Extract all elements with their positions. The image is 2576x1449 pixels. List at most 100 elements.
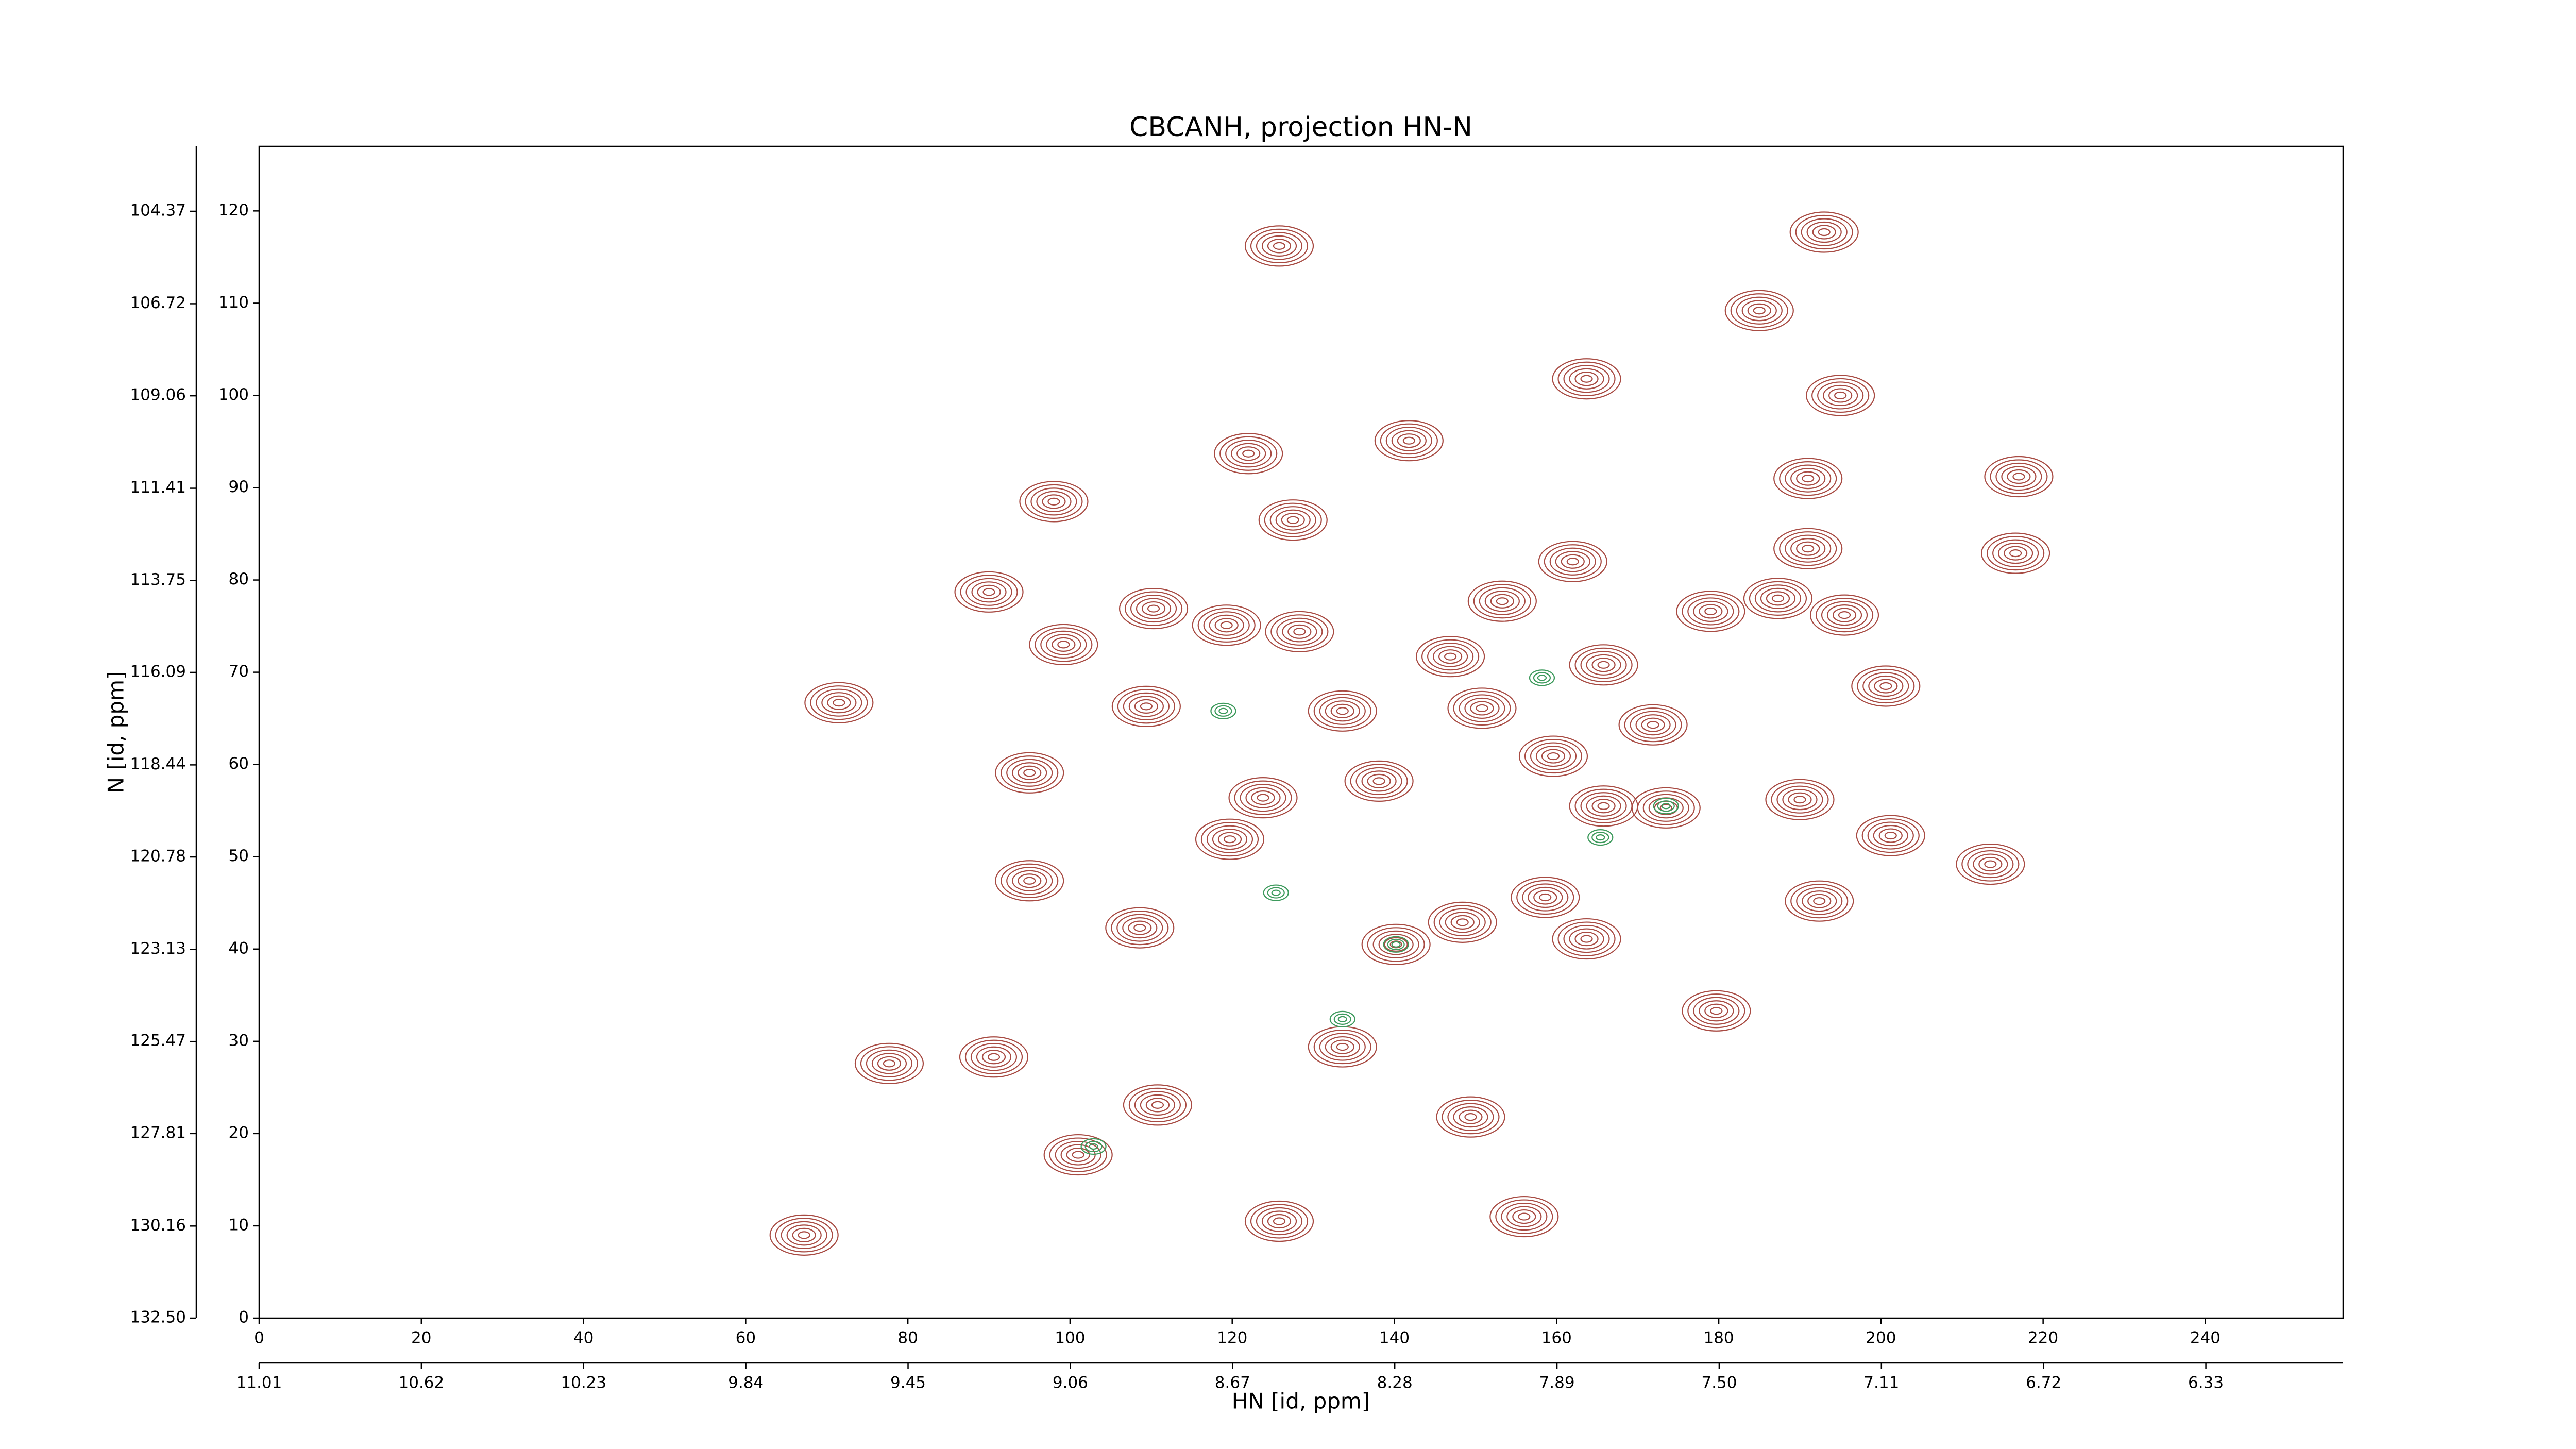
contour-peak	[1987, 536, 2045, 571]
contour-peak	[1464, 1113, 1477, 1121]
x2-tick-label: 7.50	[1701, 1374, 1737, 1392]
contour-peak	[1552, 918, 1621, 960]
contour-peak	[1267, 1214, 1292, 1229]
contour-peak	[1776, 785, 1823, 814]
contour-peak	[1145, 1098, 1170, 1113]
contour-peak	[1256, 232, 1303, 260]
contour-peak	[1771, 782, 1829, 817]
contour-peak	[959, 1036, 1029, 1078]
x-tick-label: 60	[736, 1329, 756, 1347]
y-tick-label: 60	[229, 754, 249, 773]
contour-peak	[1790, 538, 1826, 560]
contour-peak	[1337, 1016, 1347, 1022]
contour-peak	[1557, 921, 1616, 956]
contour-peak	[1267, 239, 1292, 254]
contour-peak	[1459, 694, 1505, 722]
contour-peak	[1276, 617, 1323, 646]
contour-peak	[1293, 628, 1306, 636]
contour-peak	[1851, 665, 1921, 707]
contour-peak	[1055, 1140, 1101, 1169]
contour-peak	[1130, 594, 1177, 623]
contour-peak	[1286, 516, 1299, 524]
contour-peak	[1416, 636, 1485, 678]
contour-peak	[1512, 1209, 1536, 1224]
contour-peak	[1857, 668, 1915, 704]
contour-peak	[1245, 787, 1281, 808]
contour-peak	[1990, 459, 2048, 494]
x-tick-label: 80	[897, 1329, 918, 1347]
contour-peak	[1325, 700, 1360, 722]
contour-peak	[1760, 587, 1796, 609]
plot-frame	[258, 145, 2344, 1319]
x2-tick-label: 6.33	[2188, 1374, 2224, 1392]
contour-peak	[1574, 931, 1599, 947]
contour-peak	[1330, 1039, 1354, 1054]
contour-peak	[775, 1218, 833, 1253]
contour-peak	[1427, 643, 1474, 671]
contour-peak	[971, 581, 1007, 603]
contour-peak	[1533, 672, 1551, 684]
contour-peak	[1367, 927, 1425, 962]
contour-peak	[833, 699, 845, 707]
contour-peak	[1025, 484, 1083, 519]
contour-peak	[1637, 790, 1695, 825]
contour-peak	[1618, 704, 1688, 746]
contour-peak	[1998, 543, 2033, 564]
contour-peak	[1693, 600, 1728, 622]
contour-peak	[1704, 1003, 1728, 1018]
contour-peak	[1537, 675, 1547, 681]
contour-peak	[1591, 832, 1609, 844]
contour-peak	[871, 1053, 907, 1074]
contour-peak	[1200, 822, 1259, 857]
x-tick-label: 120	[1217, 1329, 1247, 1347]
contour-peak	[1313, 694, 1371, 729]
contour-peak	[1874, 679, 1898, 694]
contour-peak	[1402, 436, 1415, 445]
contour-peak	[1282, 621, 1317, 643]
contour-peak	[1793, 796, 1806, 804]
x2-tick-label: 9.45	[890, 1374, 926, 1392]
contour-peak	[1122, 917, 1158, 939]
contour-peak	[1438, 649, 1463, 664]
contour-peak	[1140, 702, 1153, 711]
contour-peak	[970, 1043, 1018, 1071]
contour-peak	[1336, 1042, 1349, 1051]
contour-peak	[1878, 828, 1903, 843]
contour-peak	[1141, 601, 1166, 616]
contour-peak	[1387, 938, 1405, 950]
contour-peak	[1518, 1212, 1531, 1221]
y-tick-label: 120	[218, 201, 249, 220]
contour-peak	[1147, 604, 1160, 613]
y2-tick-label: 130.16	[130, 1216, 186, 1235]
contour-peak	[1192, 604, 1261, 646]
contour-peak	[1704, 607, 1717, 616]
contour-peak	[1476, 704, 1488, 713]
contour-peak	[1552, 358, 1621, 400]
contour-peak	[1834, 391, 1847, 400]
contour-peak	[1133, 923, 1146, 932]
contour-peak	[1597, 661, 1610, 669]
contour-peak	[1308, 690, 1377, 732]
contour-peak	[1391, 430, 1427, 451]
contour-peak	[1815, 597, 1874, 633]
contour-peak	[1006, 867, 1053, 895]
contour-peak	[1779, 531, 1837, 566]
contour-peak	[1569, 785, 1638, 827]
contour-peak	[1023, 877, 1036, 885]
contour-peak	[1785, 880, 1854, 922]
contour-peak	[1801, 218, 1848, 246]
contour-peak	[1203, 611, 1250, 639]
contour-peak	[1439, 908, 1486, 936]
contour-peak	[1785, 464, 1832, 493]
contour-peak	[1569, 368, 1604, 390]
contour-peak	[1258, 499, 1328, 541]
contour-peak	[1105, 907, 1175, 949]
contour-peak	[1244, 225, 1314, 267]
contour-peak	[1046, 634, 1081, 655]
y2-tick-label: 106.72	[130, 294, 186, 312]
contour-peak	[1826, 604, 1862, 626]
contour-peak	[1511, 877, 1580, 918]
contour-peak	[1136, 598, 1172, 619]
contour-peak	[1052, 637, 1076, 652]
contour-peak	[1563, 924, 1610, 953]
